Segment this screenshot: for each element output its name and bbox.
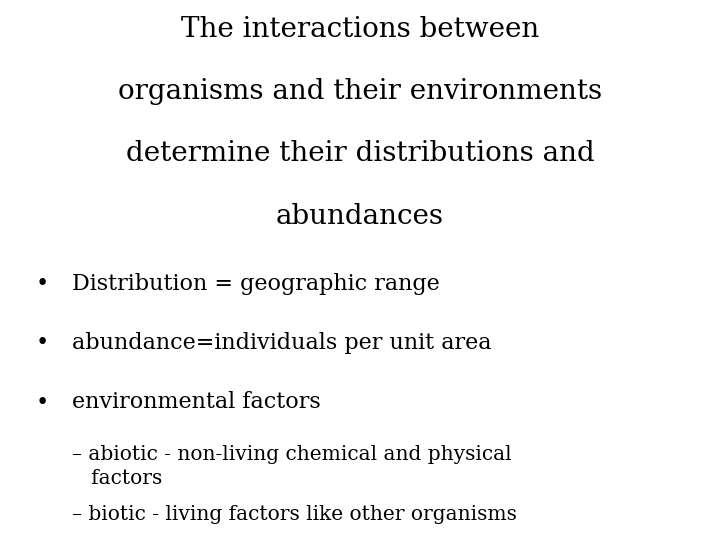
Text: – biotic - living factors like other organisms: – biotic - living factors like other org… <box>72 505 517 524</box>
Text: •: • <box>36 273 49 295</box>
Text: The interactions between: The interactions between <box>181 16 539 43</box>
Text: Distribution = geographic range: Distribution = geographic range <box>72 273 440 295</box>
Text: abundances: abundances <box>276 202 444 230</box>
Text: organisms and their environments: organisms and their environments <box>118 78 602 105</box>
Text: – abiotic - non-living chemical and physical
   factors: – abiotic - non-living chemical and phys… <box>72 446 512 488</box>
Text: abundance=individuals per unit area: abundance=individuals per unit area <box>72 332 492 354</box>
Text: environmental factors: environmental factors <box>72 392 320 414</box>
Text: •: • <box>36 392 49 414</box>
Text: determine their distributions and: determine their distributions and <box>125 140 595 167</box>
Text: •: • <box>36 332 49 354</box>
